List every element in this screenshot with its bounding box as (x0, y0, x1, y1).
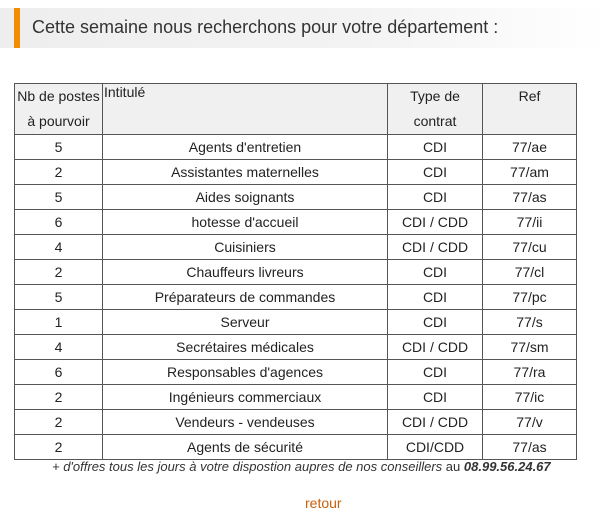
table-row: 2 Ingénieurs commerciaux CDI 77/ic (14, 384, 577, 410)
cell-intitule: hotesse d'accueil (102, 209, 388, 235)
cell-ref: 77/cl (482, 259, 577, 285)
table-row: 4 Secrétaires médicales CDI / CDD 77/sm (14, 334, 577, 360)
cell-nb-postes: 1 (14, 309, 103, 335)
cell-type-contrat: CDI (387, 359, 483, 385)
cell-intitule: Agents de sécurité (102, 434, 388, 460)
cell-intitule: Vendeurs - vendeuses (102, 409, 388, 435)
cell-nb-postes: 5 (14, 134, 103, 160)
cell-nb-postes: 4 (14, 334, 103, 360)
table-row: 6 hotesse d'accueil CDI / CDD 77/ii (14, 209, 577, 235)
cell-type-contrat: CDI / CDD (387, 409, 483, 435)
cell-intitule: Assistantes maternelles (102, 159, 388, 185)
cell-ref: 77/sm (482, 334, 577, 360)
cell-ref: 77/ii (482, 209, 577, 235)
cell-type-contrat: CDI / CDD (387, 334, 483, 360)
table-row: 2 Chauffeurs livreurs CDI 77/cl (14, 259, 577, 285)
job-offers-table: Nb de postes à pourvoir Intitulé Type de… (14, 83, 577, 460)
cell-type-contrat: CDI / CDD (387, 209, 483, 235)
header-bar (0, 8, 608, 48)
header-nb-postes: Nb de postes à pourvoir (14, 83, 103, 135)
cell-intitule: Chauffeurs livreurs (102, 259, 388, 285)
table-header-row: Nb de postes à pourvoir Intitulé Type de… (14, 83, 577, 135)
header-type-contrat: Type de contrat (387, 83, 483, 135)
header-ref: Ref (482, 83, 577, 135)
cell-intitule: Préparateurs de commandes (102, 284, 388, 310)
table-row: 4 Cuisiniers CDI / CDD 77/cu (14, 234, 577, 260)
cell-nb-postes: 2 (14, 159, 103, 185)
cell-intitule: Cuisiniers (102, 234, 388, 260)
cell-nb-postes: 4 (14, 234, 103, 260)
cell-nb-postes: 6 (14, 209, 103, 235)
cell-type-contrat: CDI/CDD (387, 434, 483, 460)
cell-ref: 77/pc (482, 284, 577, 310)
table-row: 2 Agents de sécurité CDI/CDD 77/as (14, 434, 577, 460)
cell-intitule: Agents d'entretien (102, 134, 388, 160)
cell-nb-postes: 2 (14, 434, 103, 460)
retour-link[interactable]: retour (305, 495, 342, 511)
table-row: 2 Assistantes maternelles CDI 77/am (14, 159, 577, 185)
cell-type-contrat: CDI (387, 134, 483, 160)
cell-nb-postes: 2 (14, 384, 103, 410)
cell-intitule: Secrétaires médicales (102, 334, 388, 360)
cell-intitule: Serveur (102, 309, 388, 335)
page-title: Cette semaine nous recherchons pour votr… (32, 17, 499, 37)
cell-nb-postes: 5 (14, 184, 103, 210)
header-intitule: Intitulé (102, 83, 388, 135)
table-row: 1 Serveur CDI 77/s (14, 309, 577, 335)
footnote-text: + d'offres tous les jours à votre dispos… (52, 459, 443, 474)
table-row: 2 Vendeurs - vendeuses CDI / CDD 77/v (14, 409, 577, 435)
cell-type-contrat: CDI (387, 384, 483, 410)
table-row: 5 Préparateurs de commandes CDI 77/pc (14, 284, 577, 310)
footnote: + d'offres tous les jours à votre dispos… (52, 459, 551, 474)
cell-ref: 77/cu (482, 234, 577, 260)
cell-intitule: Ingénieurs commerciaux (102, 384, 388, 410)
cell-ref: 77/am (482, 159, 577, 185)
cell-type-contrat: CDI (387, 284, 483, 310)
cell-type-contrat: CDI (387, 184, 483, 210)
header-accent (14, 8, 20, 48)
cell-ref: 77/ic (482, 384, 577, 410)
table-row: 6 Responsables d'agences CDI 77/ra (14, 359, 577, 385)
phone-number: 08.99.56.24.67 (463, 459, 551, 474)
cell-ref: 77/v (482, 409, 577, 435)
cell-ref: 77/ra (482, 359, 577, 385)
cell-type-contrat: CDI (387, 309, 483, 335)
cell-nb-postes: 5 (14, 284, 103, 310)
cell-ref: 77/as (482, 184, 577, 210)
cell-ref: 77/ae (482, 134, 577, 160)
cell-type-contrat: CDI (387, 259, 483, 285)
footnote-connector: au (445, 459, 461, 474)
table-row: 5 Agents d'entretien CDI 77/ae (14, 134, 577, 160)
cell-type-contrat: CDI (387, 159, 483, 185)
table-row: 5 Aides soignants CDI 77/as (14, 184, 577, 210)
cell-nb-postes: 6 (14, 359, 103, 385)
cell-intitule: Responsables d'agences (102, 359, 388, 385)
cell-ref: 77/as (482, 434, 577, 460)
cell-ref: 77/s (482, 309, 577, 335)
cell-nb-postes: 2 (14, 409, 103, 435)
cell-intitule: Aides soignants (102, 184, 388, 210)
cell-type-contrat: CDI / CDD (387, 234, 483, 260)
cell-nb-postes: 2 (14, 259, 103, 285)
